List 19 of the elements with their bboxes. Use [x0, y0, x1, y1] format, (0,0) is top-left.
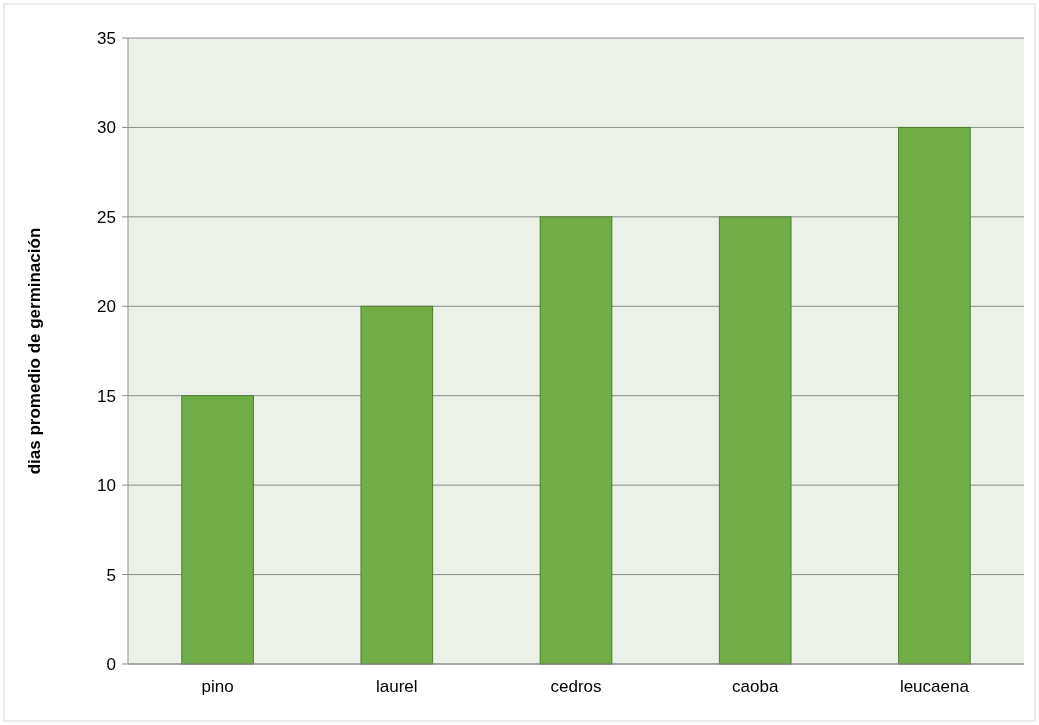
bar	[360, 305, 434, 665]
x-tick-label: caoba	[732, 677, 779, 696]
y-tick-label: 15	[97, 386, 116, 406]
bar	[539, 216, 613, 665]
x-tick-label: pino	[201, 677, 234, 696]
y-tick-label: 30	[97, 118, 116, 138]
y-tick-label: 0	[106, 654, 116, 674]
x-tick-label: cedros	[550, 677, 602, 696]
bar	[718, 216, 792, 665]
x-tick-label: leucaena	[899, 677, 970, 696]
bar	[898, 126, 971, 665]
bar	[181, 395, 254, 665]
y-tick-label: 5	[106, 565, 116, 585]
y-tick-label: 20	[97, 297, 116, 317]
y-axis-title: dias promedio de germinación	[25, 227, 44, 475]
y-tick-label: 35	[97, 28, 116, 48]
y-tick-label: 10	[97, 476, 116, 496]
x-tick-label: laurel	[376, 677, 418, 696]
y-tick-label: 25	[97, 207, 116, 227]
